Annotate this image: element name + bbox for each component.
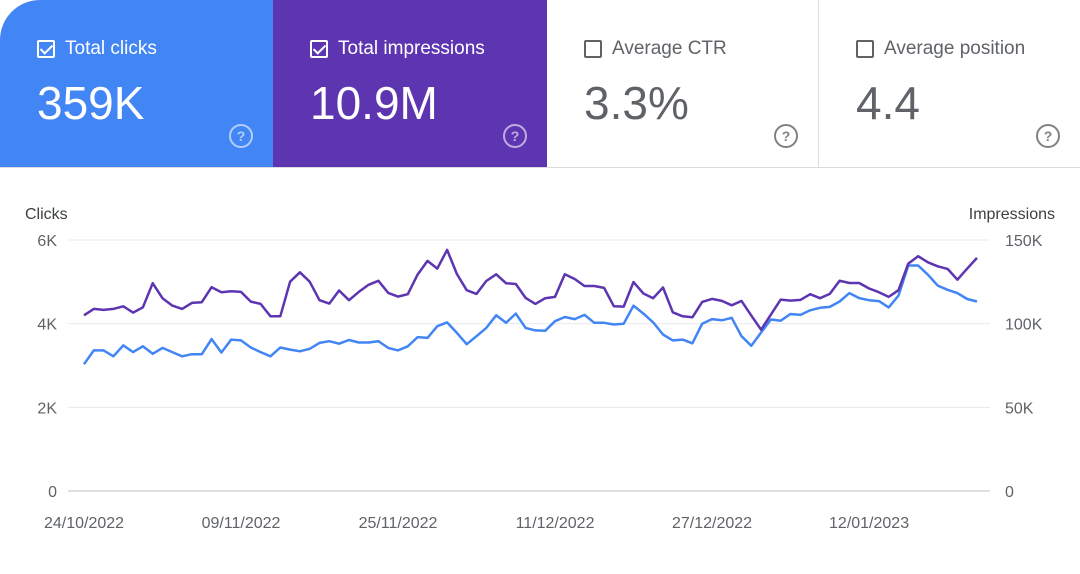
checkbox-unchecked-icon[interactable] — [856, 40, 874, 58]
tile-total-impressions[interactable]: Total impressions 10.9M ? — [273, 0, 547, 167]
x-axis-tick: 25/11/2022 — [359, 515, 438, 532]
tile-value: 4.4 — [856, 77, 920, 129]
series-line-impressions — [83, 248, 978, 331]
checkbox-checked-icon[interactable] — [37, 40, 55, 58]
question-circle-icon[interactable]: ? — [229, 124, 253, 148]
tile-label: Total impressions — [338, 38, 485, 59]
tile-total-clicks[interactable]: Total clicks 359K ? — [0, 0, 273, 167]
right-axis-title: Impressions — [968, 206, 1055, 223]
question-circle-icon[interactable]: ? — [503, 124, 527, 148]
tile-label: Total clicks — [65, 38, 157, 59]
question-circle-icon[interactable]: ? — [1036, 124, 1060, 148]
tile-value: 10.9M — [310, 77, 438, 129]
tile-value: 359K — [37, 77, 145, 129]
right-axis-tick: 150K — [1005, 233, 1043, 250]
right-axis-tick: 50K — [1005, 400, 1034, 417]
tile-average-ctr[interactable]: Average CTR 3.3% ? — [547, 0, 819, 167]
x-axis-tick: 11/12/2022 — [516, 515, 595, 532]
series-line-clicks — [82, 264, 978, 365]
tile-value: 3.3% — [584, 77, 689, 129]
x-axis-tick: 09/11/2022 — [202, 515, 281, 532]
tile-label: Average CTR — [612, 38, 727, 59]
left-axis-tick: 0 — [48, 484, 57, 501]
left-axis-tick: 6K — [37, 233, 57, 250]
left-axis-title: Clicks — [25, 206, 68, 223]
x-axis-tick: 24/10/2022 — [44, 515, 124, 532]
tile-label: Average position — [884, 38, 1026, 59]
tile-average-position[interactable]: Average position 4.4 ? — [819, 0, 1080, 167]
left-axis-tick: 2K — [37, 400, 57, 417]
question-circle-icon[interactable]: ? — [774, 124, 798, 148]
x-axis-tick: 27/12/2022 — [672, 515, 752, 532]
right-axis-tick: 0 — [1005, 484, 1014, 501]
right-axis-tick: 100K — [1005, 317, 1043, 334]
x-axis-tick: 12/01/2023 — [829, 515, 909, 532]
left-axis-tick: 4K — [37, 317, 57, 334]
metric-tiles: Total clicks 359K ? Total impressions 10… — [0, 0, 1080, 168]
checkbox-checked-icon[interactable] — [310, 40, 328, 58]
checkbox-unchecked-icon[interactable] — [584, 40, 602, 58]
